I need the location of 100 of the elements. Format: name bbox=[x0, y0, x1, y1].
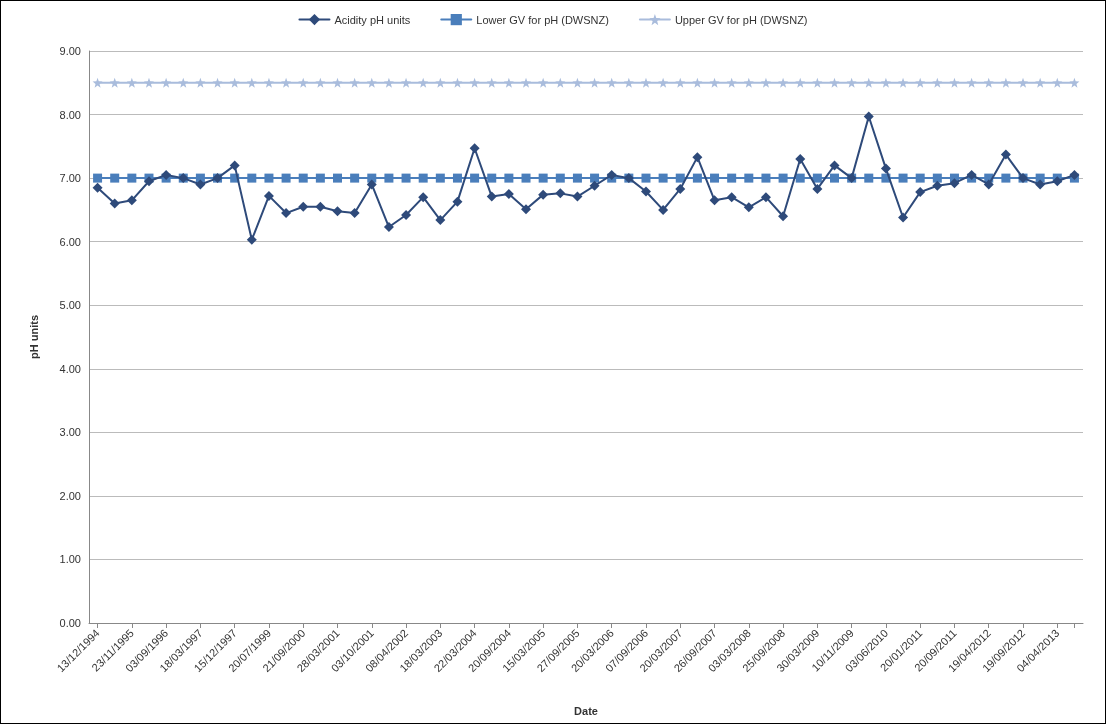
point bbox=[469, 77, 480, 88]
point bbox=[795, 173, 805, 183]
point bbox=[623, 77, 634, 88]
point bbox=[761, 173, 771, 183]
point bbox=[212, 77, 223, 88]
point bbox=[932, 77, 943, 88]
point bbox=[401, 77, 412, 88]
point bbox=[640, 77, 651, 88]
point bbox=[349, 208, 360, 219]
point bbox=[298, 201, 309, 212]
point bbox=[812, 77, 823, 88]
point bbox=[572, 191, 583, 202]
point bbox=[333, 173, 342, 183]
point bbox=[366, 77, 377, 88]
point bbox=[315, 173, 325, 183]
point bbox=[161, 169, 172, 180]
point bbox=[503, 77, 514, 88]
y-tick-label: 3.00 bbox=[59, 426, 81, 439]
point bbox=[795, 154, 806, 165]
point bbox=[710, 173, 720, 183]
y-tick-label: 0.00 bbox=[59, 617, 81, 629]
point bbox=[1000, 149, 1011, 160]
point bbox=[983, 77, 994, 88]
point bbox=[178, 77, 189, 88]
point bbox=[743, 77, 754, 88]
y-tick-label: 9.00 bbox=[59, 45, 81, 57]
point bbox=[1052, 176, 1063, 187]
point bbox=[315, 201, 326, 212]
point bbox=[383, 77, 394, 88]
point bbox=[110, 173, 120, 183]
point bbox=[195, 179, 206, 190]
point bbox=[658, 173, 668, 183]
point bbox=[760, 192, 771, 203]
point bbox=[1035, 77, 1046, 88]
point bbox=[589, 180, 600, 191]
point bbox=[572, 77, 583, 88]
point bbox=[641, 173, 651, 183]
point bbox=[195, 77, 206, 88]
point bbox=[898, 77, 909, 88]
y-axis-title: pH units bbox=[27, 315, 40, 359]
point bbox=[503, 189, 514, 199]
point bbox=[590, 173, 600, 183]
point bbox=[92, 77, 103, 88]
legend-label: Lower GV for pH (DWSNZ) bbox=[476, 13, 609, 26]
point bbox=[812, 183, 823, 194]
point bbox=[555, 188, 566, 199]
point bbox=[709, 77, 720, 88]
point bbox=[555, 77, 566, 88]
point bbox=[538, 189, 549, 200]
y-tick-label: 5.00 bbox=[59, 299, 81, 312]
point bbox=[109, 77, 120, 88]
point bbox=[572, 173, 582, 183]
point bbox=[332, 77, 343, 88]
point bbox=[538, 77, 549, 88]
point bbox=[829, 160, 840, 171]
point bbox=[521, 77, 532, 88]
point bbox=[435, 173, 445, 183]
point bbox=[606, 77, 617, 88]
point bbox=[726, 77, 737, 88]
point bbox=[1018, 77, 1029, 88]
point bbox=[589, 77, 600, 88]
point bbox=[126, 195, 137, 206]
point bbox=[452, 196, 463, 207]
point bbox=[263, 77, 274, 88]
point bbox=[898, 212, 909, 223]
point bbox=[760, 77, 771, 88]
point bbox=[1069, 169, 1080, 180]
y-tick-label: 6.00 bbox=[59, 235, 81, 248]
point bbox=[435, 215, 446, 226]
x-axis-title: Date bbox=[574, 704, 598, 717]
point bbox=[521, 204, 532, 215]
point bbox=[863, 111, 874, 122]
point bbox=[863, 77, 874, 88]
point bbox=[383, 222, 394, 233]
point bbox=[298, 77, 309, 88]
point bbox=[435, 77, 446, 88]
point bbox=[247, 173, 257, 183]
point bbox=[846, 77, 857, 88]
point bbox=[830, 173, 839, 183]
point bbox=[675, 183, 686, 194]
point bbox=[487, 173, 497, 183]
point bbox=[864, 173, 874, 183]
point bbox=[640, 186, 651, 197]
point bbox=[555, 173, 565, 183]
point bbox=[743, 202, 754, 213]
y-tick-label: 7.00 bbox=[59, 172, 81, 185]
point bbox=[538, 173, 548, 183]
point bbox=[504, 173, 514, 183]
point bbox=[418, 77, 429, 88]
point bbox=[727, 173, 737, 183]
point bbox=[349, 77, 360, 88]
point bbox=[983, 179, 994, 190]
point bbox=[692, 77, 703, 88]
point bbox=[692, 152, 703, 163]
point bbox=[452, 173, 462, 183]
point bbox=[263, 190, 274, 201]
point bbox=[161, 77, 172, 88]
point bbox=[92, 182, 103, 193]
point bbox=[1000, 77, 1011, 88]
point bbox=[778, 211, 789, 222]
